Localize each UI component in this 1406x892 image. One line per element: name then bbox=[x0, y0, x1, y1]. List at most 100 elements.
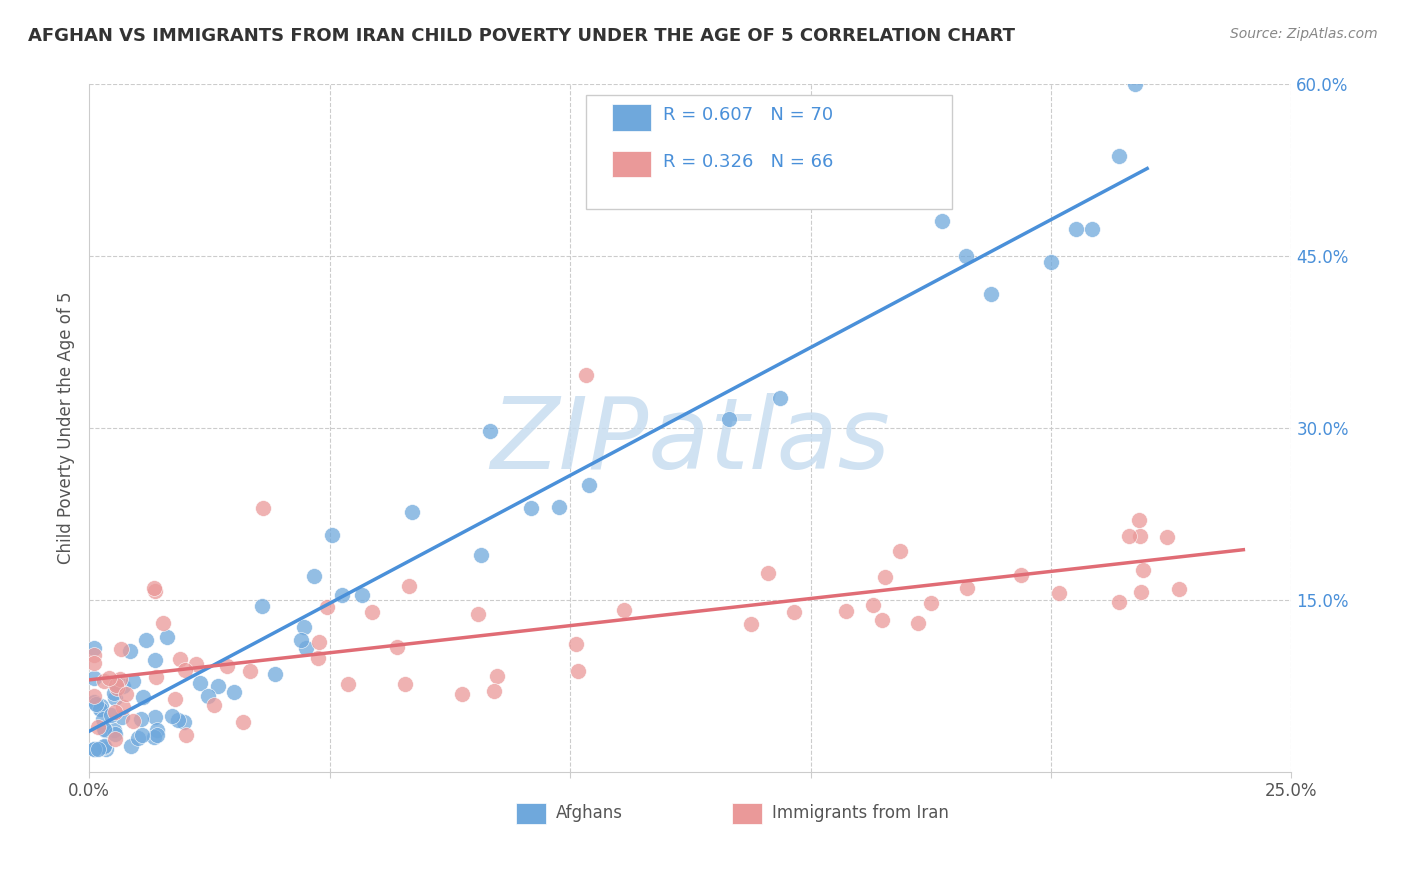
Point bbox=[889, 544, 911, 558]
Point bbox=[160, 709, 183, 723]
Point bbox=[1047, 586, 1070, 600]
Point bbox=[87, 742, 110, 756]
Point bbox=[83, 656, 105, 670]
Point bbox=[83, 742, 105, 756]
FancyBboxPatch shape bbox=[612, 104, 651, 130]
Point bbox=[197, 690, 219, 704]
Point bbox=[575, 368, 598, 382]
Text: R = 0.607   N = 70: R = 0.607 N = 70 bbox=[662, 106, 832, 124]
Point bbox=[870, 613, 893, 627]
Point bbox=[835, 604, 858, 618]
Point bbox=[115, 687, 138, 701]
Point bbox=[104, 727, 127, 741]
Point bbox=[295, 640, 318, 655]
Point bbox=[1118, 529, 1140, 543]
Point bbox=[578, 478, 600, 492]
Point bbox=[1040, 255, 1063, 269]
Point bbox=[169, 652, 191, 666]
Point bbox=[352, 588, 374, 602]
Point bbox=[93, 674, 115, 689]
Point bbox=[145, 728, 167, 742]
Point bbox=[783, 605, 806, 619]
Point bbox=[104, 732, 127, 747]
Point bbox=[83, 640, 105, 655]
Point bbox=[207, 679, 229, 693]
Point bbox=[90, 698, 112, 713]
Point bbox=[100, 707, 122, 722]
Point bbox=[97, 671, 120, 685]
Point bbox=[482, 684, 505, 698]
Point bbox=[920, 596, 942, 610]
Point bbox=[1123, 78, 1146, 92]
Point bbox=[186, 657, 208, 671]
Point bbox=[451, 687, 474, 701]
Point bbox=[110, 642, 132, 657]
Point bbox=[1156, 530, 1178, 544]
Point bbox=[118, 643, 141, 657]
Point bbox=[1108, 149, 1130, 163]
Point bbox=[111, 680, 134, 694]
Point bbox=[83, 742, 105, 756]
Point bbox=[486, 669, 509, 683]
Point bbox=[104, 691, 127, 706]
Point bbox=[1010, 567, 1032, 582]
Point bbox=[470, 548, 492, 562]
Y-axis label: Child Poverty Under the Age of 5: Child Poverty Under the Age of 5 bbox=[58, 292, 75, 565]
Point bbox=[873, 570, 896, 584]
Point bbox=[321, 528, 343, 542]
Point bbox=[188, 675, 211, 690]
Point bbox=[173, 714, 195, 729]
Point bbox=[316, 600, 339, 615]
Point bbox=[361, 605, 384, 619]
Point bbox=[980, 286, 1002, 301]
Point bbox=[132, 690, 155, 705]
Point bbox=[565, 637, 588, 651]
FancyBboxPatch shape bbox=[516, 803, 546, 823]
Point bbox=[1168, 582, 1191, 596]
Point bbox=[127, 731, 149, 745]
Point bbox=[143, 583, 166, 598]
Point bbox=[83, 695, 105, 709]
Point bbox=[87, 720, 110, 734]
Text: AFGHAN VS IMMIGRANTS FROM IRAN CHILD POVERTY UNDER THE AGE OF 5 CORRELATION CHAR: AFGHAN VS IMMIGRANTS FROM IRAN CHILD POV… bbox=[28, 27, 1015, 45]
Point bbox=[135, 632, 157, 647]
Point bbox=[105, 676, 128, 690]
Point bbox=[756, 566, 779, 581]
Point bbox=[143, 653, 166, 667]
Point bbox=[104, 678, 127, 692]
Point bbox=[1132, 563, 1154, 577]
Point bbox=[308, 634, 330, 648]
Point bbox=[86, 697, 108, 711]
Point bbox=[174, 728, 197, 742]
Point bbox=[93, 740, 115, 755]
Point bbox=[93, 739, 115, 754]
Point bbox=[252, 501, 274, 516]
Point bbox=[120, 739, 142, 754]
Point bbox=[479, 424, 502, 438]
Point bbox=[467, 607, 489, 621]
Point bbox=[146, 723, 169, 738]
Point bbox=[105, 681, 128, 695]
Point bbox=[292, 620, 315, 634]
Text: ZIPatlas: ZIPatlas bbox=[491, 393, 890, 491]
Point bbox=[103, 686, 125, 700]
Point bbox=[152, 615, 174, 630]
Point bbox=[1128, 513, 1150, 527]
Point bbox=[1064, 222, 1087, 236]
FancyBboxPatch shape bbox=[586, 95, 952, 209]
Point bbox=[142, 582, 165, 596]
Point bbox=[202, 698, 225, 713]
Point bbox=[167, 713, 190, 727]
Point bbox=[129, 712, 152, 726]
FancyBboxPatch shape bbox=[612, 151, 651, 178]
Point bbox=[519, 500, 541, 515]
Point bbox=[224, 685, 246, 699]
Point bbox=[718, 411, 741, 425]
Point bbox=[145, 710, 167, 724]
Point bbox=[394, 677, 416, 691]
Point bbox=[239, 664, 262, 678]
Point bbox=[330, 588, 353, 602]
Point bbox=[290, 632, 312, 647]
Point bbox=[252, 599, 274, 613]
Point bbox=[907, 615, 929, 630]
